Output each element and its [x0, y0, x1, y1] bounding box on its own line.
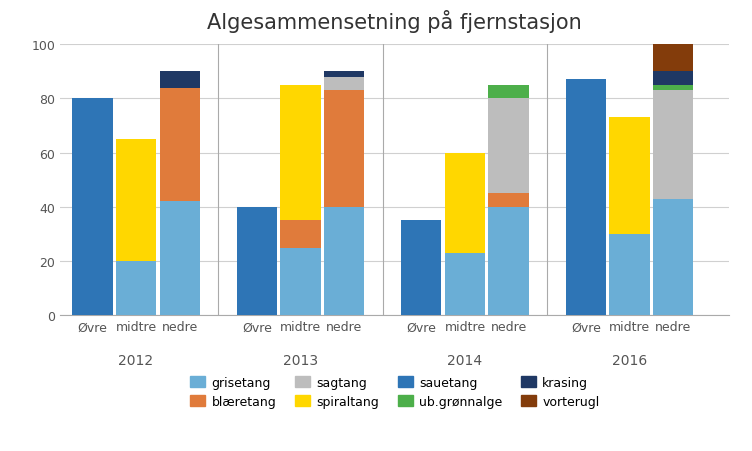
- Bar: [609, 235, 650, 316]
- Bar: [324, 78, 364, 91]
- Bar: [653, 86, 693, 91]
- Bar: [445, 153, 485, 253]
- Bar: [653, 45, 693, 72]
- Bar: [489, 207, 529, 316]
- Legend: grisetang, blæretang, sagtang, spiraltang, sauetang, ub.grønnalge, krasing, vort: grisetang, blæretang, sagtang, spiraltan…: [190, 376, 599, 408]
- Bar: [280, 221, 320, 248]
- Bar: [609, 118, 650, 235]
- Bar: [401, 221, 441, 316]
- Bar: [489, 194, 529, 207]
- Text: 2014: 2014: [447, 354, 483, 368]
- Bar: [653, 91, 693, 199]
- Bar: [489, 86, 529, 99]
- Text: 2013: 2013: [283, 354, 318, 368]
- Bar: [116, 262, 156, 316]
- Bar: [653, 72, 693, 86]
- Bar: [72, 99, 113, 316]
- Bar: [445, 253, 485, 316]
- Bar: [324, 207, 364, 316]
- Bar: [566, 80, 606, 316]
- Bar: [280, 86, 320, 221]
- Bar: [159, 88, 200, 202]
- Text: 2012: 2012: [119, 354, 153, 368]
- Bar: [324, 72, 364, 78]
- Text: 2016: 2016: [612, 354, 647, 368]
- Bar: [159, 72, 200, 88]
- Bar: [324, 91, 364, 207]
- Bar: [237, 207, 277, 316]
- Bar: [159, 202, 200, 316]
- Bar: [653, 199, 693, 316]
- Bar: [280, 248, 320, 316]
- Bar: [116, 140, 156, 262]
- Bar: [489, 99, 529, 194]
- Title: Algesammensetning på fjernstasjon: Algesammensetning på fjernstasjon: [208, 9, 582, 32]
